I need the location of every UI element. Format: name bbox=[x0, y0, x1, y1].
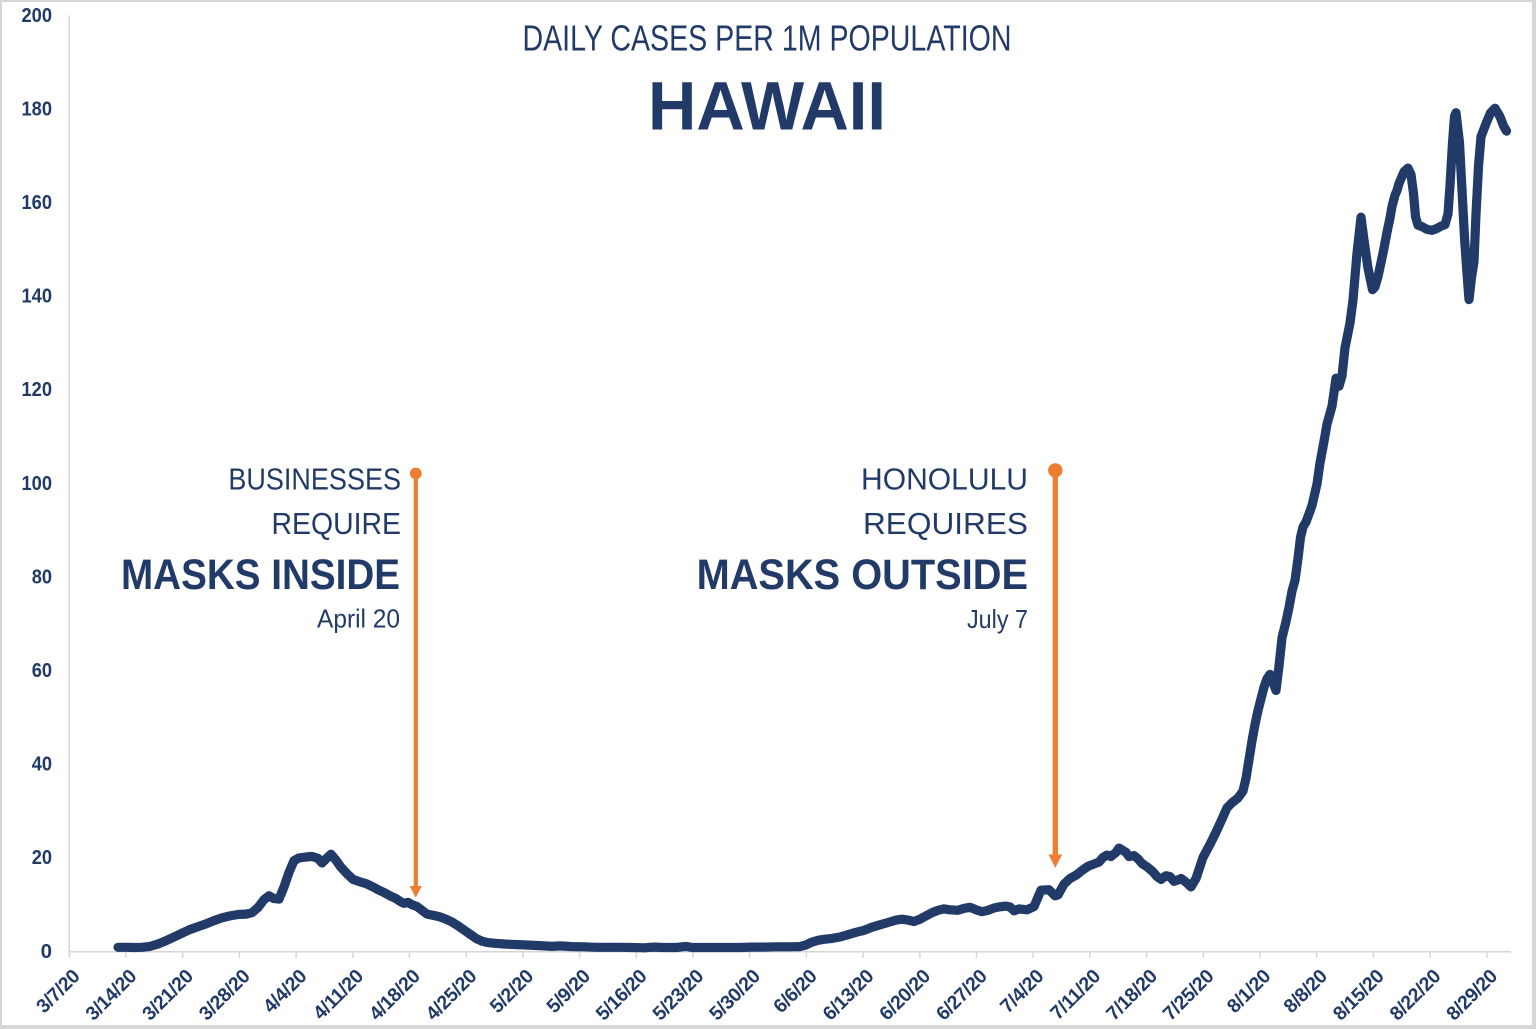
svg-text:100: 100 bbox=[22, 472, 53, 495]
svg-text:REQUIRE: REQUIRE bbox=[272, 507, 402, 541]
svg-text:MASKS OUTSIDE: MASKS OUTSIDE bbox=[697, 552, 1028, 599]
svg-text:20: 20 bbox=[32, 846, 52, 869]
svg-text:REQUIRES: REQUIRES bbox=[863, 507, 1028, 541]
svg-text:0: 0 bbox=[41, 940, 52, 963]
svg-text:DAILY CASES PER 1M POPULATION: DAILY CASES PER 1M POPULATION bbox=[523, 17, 1012, 58]
svg-text:July 7: July 7 bbox=[967, 604, 1028, 634]
svg-text:April 20: April 20 bbox=[317, 604, 400, 634]
svg-text:BUSINESSES: BUSINESSES bbox=[228, 463, 401, 497]
svg-text:40: 40 bbox=[32, 753, 52, 776]
svg-text:200: 200 bbox=[22, 4, 53, 27]
svg-text:160: 160 bbox=[22, 191, 53, 214]
svg-text:120: 120 bbox=[22, 378, 53, 401]
svg-text:HONOLULU: HONOLULU bbox=[861, 463, 1028, 497]
svg-text:80: 80 bbox=[32, 565, 52, 588]
svg-text:180: 180 bbox=[22, 97, 53, 120]
svg-text:60: 60 bbox=[32, 659, 52, 682]
svg-text:140: 140 bbox=[22, 285, 53, 308]
svg-text:HAWAII: HAWAII bbox=[648, 68, 886, 145]
svg-text:MASKS INSIDE: MASKS INSIDE bbox=[121, 552, 400, 599]
